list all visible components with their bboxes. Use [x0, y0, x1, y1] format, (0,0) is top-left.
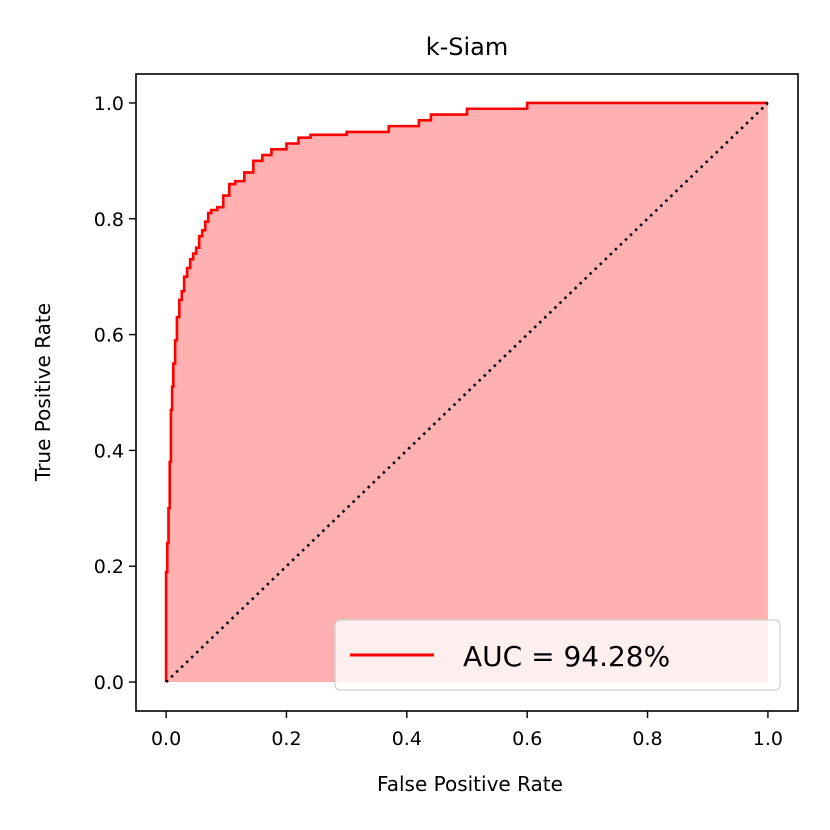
roc-curve-line [164, 101, 768, 683]
chart-title: k-Siam [426, 33, 509, 61]
x-tick-label: 0.8 [632, 728, 662, 750]
y-tick-label: 1.0 [94, 93, 124, 115]
x-tick-label: 1.0 [753, 728, 783, 750]
x-tick-label: 0.4 [392, 728, 422, 750]
y-axis-label: True Positive Rate [31, 303, 55, 482]
y-tick-label: 0.6 [94, 325, 124, 347]
x-tick-label: 0.2 [271, 728, 301, 750]
x-axis-label: False Positive Rate [377, 772, 563, 796]
legend-label: AUC = 94.28% [463, 640, 670, 673]
plot-area [164, 101, 769, 683]
legend-box [334, 619, 781, 691]
x-axis: 0.0 0.2 0.4 0.6 0.8 1.0 [151, 711, 783, 750]
roc-area-fill [166, 102, 768, 683]
y-tick-label: 0.2 [94, 556, 124, 578]
legend: AUC = 94.28% [334, 619, 781, 691]
y-tick-label: 0.8 [94, 209, 124, 231]
plot-frame [135, 73, 799, 712]
y-tick-label: 0.4 [94, 440, 124, 462]
x-tick-label: 0.6 [512, 728, 542, 750]
x-tick-label: 0.0 [151, 728, 181, 750]
y-tick-label: 0.0 [94, 672, 124, 694]
y-axis: 0.0 0.2 0.4 0.6 0.8 1.0 [94, 93, 136, 694]
